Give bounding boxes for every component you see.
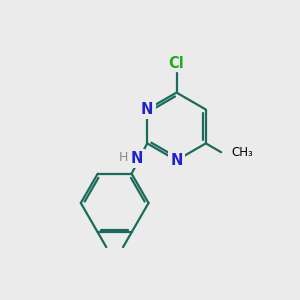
Text: Cl: Cl <box>169 56 184 71</box>
Text: N: N <box>141 102 153 117</box>
Text: N: N <box>130 151 142 166</box>
Text: N: N <box>170 153 183 168</box>
Text: CH₃: CH₃ <box>231 146 253 159</box>
Text: H: H <box>119 151 128 164</box>
